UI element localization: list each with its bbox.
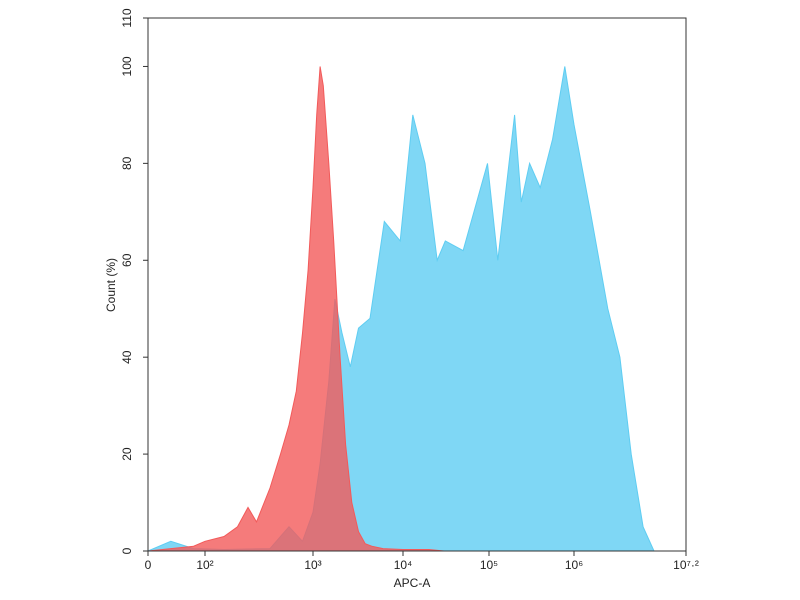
x-axis-label: APC-A	[394, 576, 431, 590]
plot-frame	[147, 17, 687, 552]
y-tick-label: 40	[120, 350, 134, 364]
x-tick-label: 10⁶	[565, 558, 583, 572]
area-fill	[148, 66, 444, 551]
x-tick-label: 10⁴	[394, 558, 413, 572]
x-tick-label: 10²	[196, 558, 213, 572]
x-tick-label: 10³	[304, 558, 321, 572]
y-tick-label: 110	[120, 8, 134, 27]
y-tick-label: 20	[120, 447, 134, 461]
area-line	[147, 66, 445, 552]
x-tick-label: 10⁵	[480, 558, 498, 572]
y-tick-label: 100	[120, 56, 134, 76]
x-tick-label: 10⁷·²	[673, 558, 699, 572]
y-tick-label: 80	[120, 156, 134, 170]
y-tick-label: 60	[120, 253, 134, 267]
y-tick-label: 0	[120, 547, 134, 554]
x-tick-label: 0	[145, 558, 152, 572]
area-fill	[148, 66, 654, 551]
y-axis-label: Count (%)	[104, 258, 118, 312]
